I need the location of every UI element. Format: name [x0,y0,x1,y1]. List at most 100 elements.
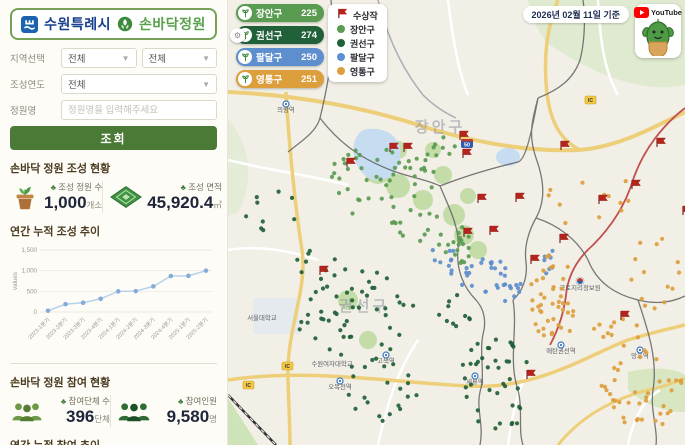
sprout-icon [238,72,252,86]
club-icon: ♣ [180,183,186,192]
sprout-icon [238,6,252,20]
garden-area-label: 조성 면적 [188,182,222,192]
svg-text:오목천역: 오목천역 [328,382,352,391]
svg-text:매탄권선역: 매탄권선역 [546,346,576,355]
svg-text:1,000: 1,000 [22,268,38,275]
svg-text:권선구: 권선구 [339,297,389,315]
district-badge-팔달구[interactable]: 팔달구 250 [236,48,324,66]
legend-item-권선구: 권선구 [337,37,378,49]
district-badge-장안구[interactable]: 장안구 225 [236,4,324,22]
garden-area-value: 45,920.4 [147,193,214,212]
pot-icon [16,186,34,210]
search-button[interactable]: 조회 [10,126,217,150]
year-select[interactable]: 전체 ▼ [61,74,217,94]
data-as-of-chip: 2026년 02월 11일 기준 [522,6,629,23]
chevron-down-icon: ▼ [121,53,130,63]
district-color-dot [337,39,345,47]
sidebar: 수원특례시 손바닥정원 지역선택 전체▼ 전체▼ 조성연도 전체▼ 정원명 조회… [0,0,228,445]
svg-text:values: values [12,272,19,290]
map-pond [496,148,520,166]
garden-count-unit: 개소 [86,200,103,210]
participant-people-unit: 명 [209,414,217,424]
palm-garden-logo-icon [117,16,133,32]
suwon-city-logo-icon [21,15,39,33]
badge-district-name: 팔달구 [256,53,283,64]
city-name: 수원특례시 [44,16,111,32]
legend-label: 장안구 [350,24,375,35]
creation-chart-title: 연간 누적 조성 추이 [10,226,101,238]
region-label: 지역선택 [10,54,45,65]
garden-name-label: 정원명 [10,106,37,117]
svg-text:500: 500 [27,288,38,295]
year-label: 조성연도 [10,80,45,91]
award-flag-markers [319,130,685,379]
garden-count-label: 조성 정원 수 [58,182,103,192]
svg-text:의왕역: 의왕역 [277,105,295,114]
garden-location-dots [244,135,684,431]
district-badge-권선구[interactable]: 권선구 274 [236,26,324,44]
map-park-area [228,120,249,216]
map-control-button[interactable]: ⚙ [230,28,245,43]
badge-garden-count: 251 [301,73,317,85]
sprout-icon [238,50,252,64]
map-legend: 수상작 장안구 권선구 팔달구 영통구 [328,4,387,82]
creation-chart-block: 연간 누적 조성 추이 0 500 1,000 1,500 values 2023-1분기… [10,223,217,353]
legend-label: 영통구 [350,66,375,77]
legend-label: 권선구 [350,38,375,49]
creation-stats: ♣ 조성 정원 수 1,000개소 ♣ 조성 면적 45,920.4㎡ [10,181,222,213]
svg-text:세류역: 세류역 [466,377,484,386]
youtube-label: YouTube [651,8,682,17]
participant-groups-label: 참여단체 수 [68,396,110,406]
badge-garden-count: 250 [301,51,317,63]
participant-people-stat: ♣ 참여인원 9,580명 [110,395,217,427]
garden-name-row: 정원명 [10,100,217,120]
region-select[interactable]: 전체 ▼ [61,48,137,68]
district-badge-영통구[interactable]: 영통구 251 [236,70,324,88]
svg-text:서울대학교: 서울대학교 [247,313,277,322]
map-park-area [228,398,258,445]
creation-section-title: 손바닥 정원 조성 현황 [10,163,111,175]
map-lake [353,128,401,181]
chevron-down-icon: ▼ [202,53,210,63]
gear-icon: ⚙ [233,31,242,40]
participant-groups-value: 396 [65,407,95,426]
legend-item-장안구: 장안구 [337,23,378,35]
garden-area-stat: ♣ 조성 면적 45,920.4㎡ [102,181,222,213]
participant-people-value: 9,580 [166,407,210,426]
header-logo-box: 수원특례시 손바닥정원 [10,8,217,40]
chevron-down-icon: ▼ [202,79,210,89]
people-icon [118,403,150,422]
district-color-dot [337,67,345,75]
youtube-play-icon [634,7,650,18]
participation-section-title: 손바닥 정원 참여 현황 [10,377,111,389]
region-filter-row: 지역선택 전체 ▼ 전체 ▼ [10,48,217,68]
svg-text:IC: IC [246,383,251,389]
badge-garden-count: 274 [301,29,317,41]
badge-district-name: 권선구 [256,31,283,42]
svg-text:국토지리정보원: 국토지리정보원 [559,283,600,292]
region-sub-select[interactable]: 전체 ▼ [141,48,217,68]
district-badge-list: 장안구 225 권선구 274 팔달구 250 영통구 251 [236,4,324,88]
legend-item-award: 수상작 [337,8,378,21]
svg-text:IC: IC [588,98,593,104]
district-color-dot [337,25,345,33]
badge-district-name: 장안구 [256,9,283,20]
participation-stats: ♣ 참여단체 수 396단체 ♣ 참여인원 9,580명 [10,395,217,427]
participant-people-label: 참여인원 [185,396,217,406]
svg-text:고색역: 고색역 [377,356,395,365]
garden-name-input[interactable] [61,100,217,120]
participation-chart-title: 연간 누적 참여 추이 [10,437,217,445]
svg-text:1,500: 1,500 [22,247,38,254]
participant-groups-unit: 단체 [94,414,110,424]
participant-groups-stat: ♣ 참여단체 수 396단체 [10,395,110,427]
svg-text:IC: IC [285,364,290,370]
section-divider [10,363,217,364]
youtube-button[interactable]: YouTube [634,7,682,18]
club-icon: ♣ [50,183,56,192]
svg-text:0: 0 [34,309,38,316]
club-icon: ♣ [60,397,67,406]
year-filter-row: 조성연도 전체 ▼ [10,74,217,94]
